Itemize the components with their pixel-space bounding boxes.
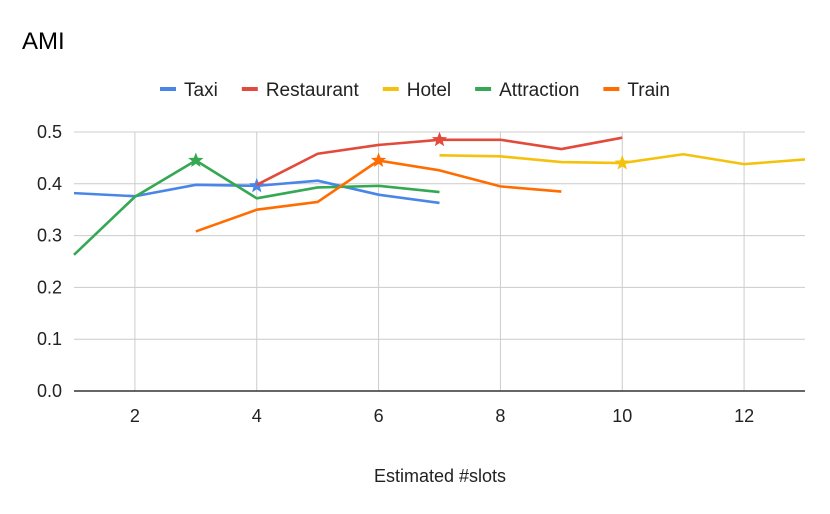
x-tick-label: 12 [734,406,754,426]
series-line-attraction [73,159,440,256]
grid [74,131,805,391]
x-tick-label: 8 [495,406,505,426]
legend: Taxi Restaurant Hotel Attraction Train [160,80,670,101]
legend-label-taxi: Taxi [184,80,218,101]
axes: 0.0 0.1 0.2 0.3 0.4 0.5 2 4 6 8 10 12 [37,122,805,426]
best-point-star-restaurant [431,131,448,147]
chart-title: AMI [22,28,65,55]
legend-label-hotel: Hotel [407,80,451,101]
x-tick-label: 2 [130,406,140,426]
x-tick-label: 4 [252,406,262,426]
best-point-star-train [370,152,387,167]
y-tick-label: 0.2 [37,277,62,297]
series-lines [73,131,806,256]
x-tick-label: 10 [612,406,632,426]
y-tick-label: 0.4 [37,174,62,194]
y-tick-label: 0.5 [37,122,62,142]
x-tick-label: 6 [374,406,384,426]
y-tick-label: 0.0 [37,381,62,401]
legend-label-restaurant: Restaurant [266,80,360,101]
y-tick-label: 0.3 [37,226,62,246]
legend-label-train: Train [627,80,670,101]
y-tick-label: 0.1 [37,329,62,349]
best-point-star-hotel [614,155,630,170]
best-point-star-attraction [188,152,204,167]
best-point-star-taxi [249,177,265,193]
x-axis-label: Estimated #slots [374,466,506,486]
legend-label-attraction: Attraction [499,80,579,101]
